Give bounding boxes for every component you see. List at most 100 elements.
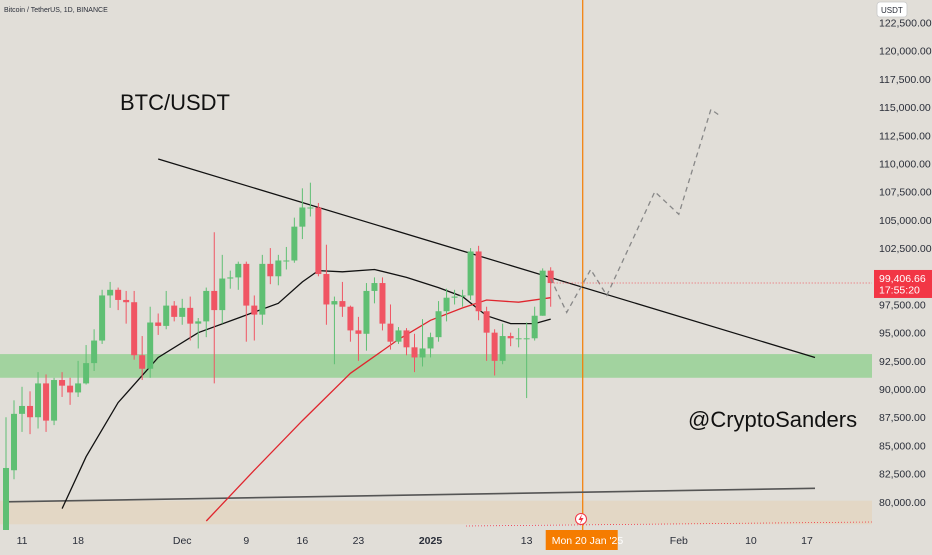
zones-layer [0, 354, 872, 525]
candle-body [443, 297, 450, 312]
candle-2024-11-20[interactable] [91, 329, 98, 371]
time-tick-label: 2025 [419, 535, 443, 547]
candle-2024-11-18[interactable] [75, 360, 82, 397]
candle-2025-01-10[interactable] [499, 323, 506, 365]
candle-2025-01-03[interactable] [443, 288, 450, 322]
candle-2024-11-09[interactable] [3, 417, 9, 547]
lightning-icon-glyph [578, 514, 584, 524]
candle-body [139, 355, 146, 369]
candle-body [27, 405, 34, 418]
candle-2024-11-22[interactable] [107, 281, 114, 308]
candle-2024-12-07[interactable] [227, 270, 234, 289]
candle-2024-11-29[interactable] [163, 290, 170, 330]
candle-body [499, 336, 506, 361]
candle-2024-12-16[interactable] [299, 188, 306, 240]
candle-2024-12-09[interactable] [243, 261, 250, 342]
candle-2024-12-18[interactable] [315, 202, 322, 277]
candle-2024-11-26[interactable] [139, 336, 146, 381]
candle-2025-01-11[interactable] [507, 332, 514, 347]
candle-body [19, 405, 26, 414]
candle-body [515, 338, 522, 340]
candle-2024-11-14[interactable] [43, 374, 50, 432]
moving-average-red [205, 297, 551, 522]
candle-body [91, 340, 98, 364]
candle-2025-01-08[interactable] [483, 306, 490, 361]
candle-2024-12-21[interactable] [339, 281, 346, 317]
candle-2025-01-06[interactable] [467, 248, 474, 300]
candle-2024-12-10[interactable] [251, 295, 258, 341]
candle-2025-01-01[interactable] [427, 332, 434, 358]
candle-2024-12-27[interactable] [387, 304, 394, 350]
candle-2024-12-19[interactable] [323, 244, 330, 325]
candle-2024-12-04[interactable] [203, 287, 210, 338]
candle-2025-01-15[interactable] [539, 268, 546, 316]
candle-2025-01-02[interactable] [435, 301, 442, 342]
candle-2024-11-13[interactable] [35, 372, 42, 429]
candle-2025-01-05[interactable] [459, 289, 466, 307]
crosshair-date-label: Mon 20 Jan '25 [552, 535, 624, 547]
candle-2024-12-02[interactable] [187, 296, 194, 341]
candle-2024-12-11[interactable] [259, 254, 266, 325]
candle-body [227, 277, 234, 279]
candle-2024-11-30[interactable] [171, 301, 178, 322]
candle-2024-11-19[interactable] [83, 345, 90, 385]
candle-2024-12-24[interactable] [363, 283, 370, 351]
price-tick-label: 122,500.00 [879, 18, 932, 30]
candle-2024-12-12[interactable] [267, 248, 274, 285]
candle-2024-11-24[interactable] [123, 290, 130, 324]
candle-2025-01-16[interactable] [547, 267, 554, 307]
candle-2024-12-20[interactable] [331, 296, 338, 365]
price-tick-label: 107,500.00 [879, 187, 932, 199]
time-axis[interactable] [0, 530, 932, 550]
candle-2025-01-12[interactable] [515, 328, 522, 348]
candle-body [99, 295, 106, 341]
candle-2024-11-17[interactable] [67, 377, 74, 405]
candle-2024-12-31[interactable] [419, 319, 426, 367]
candle-2024-12-30[interactable] [411, 333, 418, 373]
candle-2024-12-13[interactable] [275, 254, 282, 286]
candle-2024-12-08[interactable] [235, 261, 242, 290]
candle-2025-01-09[interactable] [491, 329, 498, 376]
currency-label-box[interactable] [876, 1, 908, 18]
candles-layer[interactable] [3, 182, 554, 547]
candle-2025-01-14[interactable] [531, 306, 538, 341]
candle-2024-12-26[interactable] [379, 277, 386, 331]
candle-2024-11-15[interactable] [51, 377, 58, 426]
candle-2024-11-23[interactable] [115, 287, 122, 311]
time-tick-label: 13 [521, 535, 533, 547]
candle-2024-12-14[interactable] [283, 246, 290, 270]
candle-2024-12-15[interactable] [291, 217, 298, 263]
candle-2025-01-04[interactable] [451, 289, 458, 305]
candle-2024-12-23[interactable] [355, 316, 362, 361]
candle-2024-12-17[interactable] [307, 182, 314, 217]
candle-2024-11-12[interactable] [27, 391, 34, 435]
candle-body [483, 311, 490, 333]
candle-2024-12-05[interactable] [211, 232, 218, 384]
time-axis-ticks: 11 18 Dec 9 16 23 2025 13 Feb 10 17 [17, 535, 813, 547]
price-axis[interactable] [872, 0, 932, 530]
candle-2025-01-13[interactable] [523, 322, 530, 399]
candle-2024-12-06[interactable] [219, 254, 226, 324]
candle-2024-11-11[interactable] [19, 386, 26, 432]
candle-body [395, 330, 402, 342]
time-tick-label: 11 [17, 535, 28, 547]
candle-2024-11-10[interactable] [11, 400, 18, 480]
candle-body [539, 270, 546, 316]
candle-2024-11-28[interactable] [155, 313, 162, 335]
candle-2024-11-21[interactable] [99, 289, 106, 344]
candle-2024-12-25[interactable] [371, 277, 378, 304]
candle-body [67, 385, 74, 393]
candle-2024-11-16[interactable] [59, 372, 66, 397]
candle-2024-12-29[interactable] [403, 328, 410, 356]
candle-2024-12-22[interactable] [347, 305, 354, 342]
candle-2024-11-27[interactable] [147, 306, 154, 378]
candle-2024-12-28[interactable] [395, 327, 402, 344]
candle-body [355, 330, 362, 334]
candle-2024-12-01[interactable] [179, 298, 186, 325]
candle-2025-01-07[interactable] [475, 245, 482, 321]
symbol-title: Bitcoin / TetherUS, 1D, BINANCE [4, 7, 108, 14]
candle-2024-11-25[interactable] [131, 290, 138, 360]
candle-2024-12-03[interactable] [195, 318, 202, 349]
